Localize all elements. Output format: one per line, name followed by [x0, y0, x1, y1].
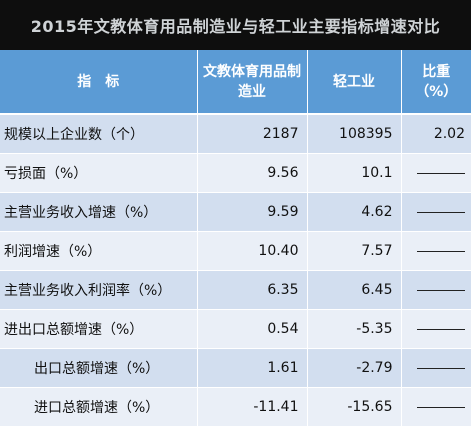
- row-label: 出口总额增速（%）: [0, 348, 198, 388]
- table-body: 规模以上企业数（个） 2187 108395 2.02 亏损面（%） 9.56 10.1 主营…: [0, 114, 471, 427]
- header-share: 比重（%）: [401, 50, 471, 115]
- row-label: 进口总额增速（%）: [0, 387, 198, 427]
- cell-stationery-sports: 0.54: [197, 309, 308, 349]
- cell-light-industry: 6.45: [307, 270, 402, 310]
- title-bar: 2015年文教体育用品制造业与轻工业主要指标增速对比: [0, 0, 471, 50]
- table-row: 规模以上企业数（个） 2187 108395 2.02: [0, 114, 471, 154]
- table-row: 主营业务收入增速（%） 9.59 4.62: [0, 192, 471, 232]
- cell-share: [401, 153, 471, 193]
- cell-stationery-sports: 1.61: [197, 348, 308, 388]
- cell-share: 2.02: [401, 114, 471, 154]
- table-row: 进口总额增速（%） -11.41 -15.65: [0, 387, 471, 427]
- table-header: 指 标 文教体育用品制造业 轻工业 比重（%）: [0, 50, 471, 115]
- table-row: 利润增速（%） 10.40 7.57: [0, 231, 471, 271]
- cell-light-industry: -2.79: [307, 348, 402, 388]
- table-row: 出口总额增速（%） 1.61 -2.79: [0, 348, 471, 388]
- cell-stationery-sports: -11.41: [197, 387, 308, 427]
- not-applicable-dash: [417, 211, 465, 213]
- not-applicable-dash: [417, 406, 465, 408]
- table-row: 进出口总额增速（%） 0.54 -5.35: [0, 309, 471, 349]
- cell-share: [401, 270, 471, 310]
- cell-light-industry: 4.62: [307, 192, 402, 232]
- row-label: 主营业务收入增速（%）: [0, 192, 198, 232]
- cell-share: [401, 309, 471, 349]
- cell-share: [401, 231, 471, 271]
- cell-light-industry: -15.65: [307, 387, 402, 427]
- header-stationery-sports: 文教体育用品制造业: [197, 50, 308, 115]
- table-row: 亏损面（%） 9.56 10.1: [0, 153, 471, 193]
- cell-stationery-sports: 9.56: [197, 153, 308, 193]
- cell-stationery-sports: 6.35: [197, 270, 308, 310]
- not-applicable-dash: [417, 250, 465, 252]
- not-applicable-dash: [417, 328, 465, 330]
- not-applicable-dash: [417, 289, 465, 291]
- page-title: 2015年文教体育用品制造业与轻工业主要指标增速对比: [30, 17, 441, 36]
- cell-stationery-sports: 10.40: [197, 231, 308, 271]
- cell-share: [401, 192, 471, 232]
- indicator-table: 指 标 文教体育用品制造业 轻工业 比重（%） 规模以上企业数（个） 2187 10…: [0, 50, 471, 427]
- not-applicable-dash: [417, 172, 465, 174]
- cell-light-industry: -5.35: [307, 309, 402, 349]
- not-applicable-dash: [417, 367, 465, 369]
- cell-light-industry: 10.1: [307, 153, 402, 193]
- header-row: 指 标 文教体育用品制造业 轻工业 比重（%）: [0, 50, 471, 115]
- cell-stationery-sports: 9.59: [197, 192, 308, 232]
- row-label: 利润增速（%）: [0, 231, 198, 271]
- header-indicator: 指 标: [0, 50, 198, 115]
- cell-light-industry: 108395: [307, 114, 402, 154]
- row-label: 主营业务收入利润率（%）: [0, 270, 198, 310]
- header-light-industry: 轻工业: [307, 50, 402, 115]
- row-label: 进出口总额增速（%）: [0, 309, 198, 349]
- cell-light-industry: 7.57: [307, 231, 402, 271]
- table-row: 主营业务收入利润率（%） 6.35 6.45: [0, 270, 471, 310]
- row-label: 规模以上企业数（个）: [0, 114, 198, 154]
- cell-share: [401, 387, 471, 427]
- cell-share: [401, 348, 471, 388]
- row-label: 亏损面（%）: [0, 153, 198, 193]
- cell-stationery-sports: 2187: [197, 114, 308, 154]
